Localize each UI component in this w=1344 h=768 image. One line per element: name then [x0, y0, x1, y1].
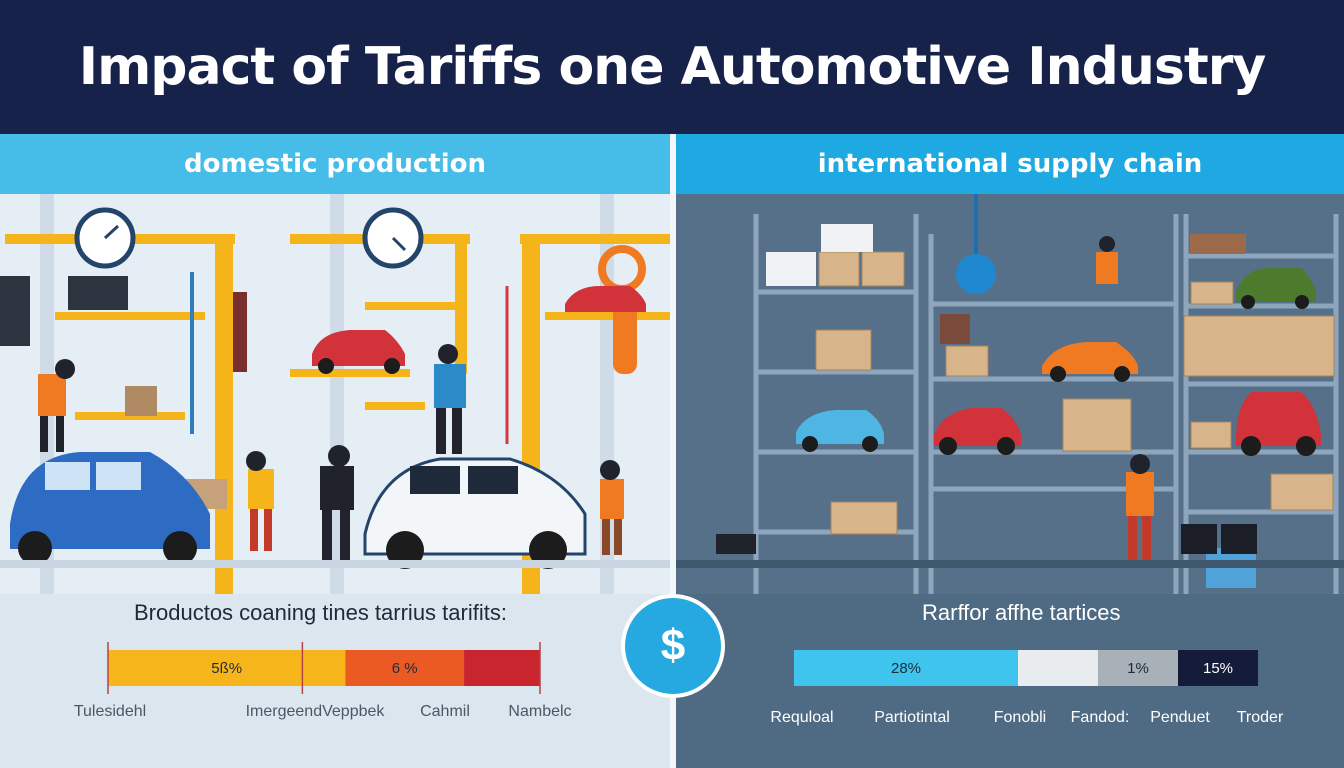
bar-segment-1 — [1018, 650, 1098, 686]
factory-scene-art — [0, 194, 720, 594]
right-chart-title: Rarffor affhe tartices — [922, 600, 1121, 625]
axis-label-0: Tulesidehl — [74, 703, 146, 720]
axis-label-1: Partiotintal — [874, 709, 950, 726]
international-supply-panel: international supply chain — [676, 134, 1344, 768]
left-chart-title: Broductos coaning tines tarrius tarifits… — [134, 600, 507, 625]
factory-illustration — [0, 194, 720, 594]
bar-segment-2 — [464, 650, 540, 686]
left-stacked-bar-chart: 5ß% 6 % Tulesidehl ImergeendVeppbek Cahmil Na… — [74, 642, 572, 720]
bar-segment-label-0: 28% — [891, 660, 921, 677]
dollar-icon: $ — [621, 594, 725, 698]
domestic-production-panel: domestic production — [0, 134, 720, 768]
bar-segment-0 — [794, 650, 1018, 686]
axis-label-1: ImergeendVeppbek — [246, 703, 386, 720]
axis-label-5: Troder — [1237, 709, 1284, 726]
page-title: Impact of Tariffs one Automotive Industr… — [78, 37, 1266, 97]
bar-segment-0 — [108, 650, 346, 686]
bar-segment-1 — [345, 650, 465, 686]
right-stacked-bar-chart: 28% 1% 15% Requloal Partiotintal Fonobli Fando… — [770, 650, 1284, 726]
title-bar: Impact of Tariffs one Automotive Industr… — [0, 0, 1344, 134]
section-heading-domestic: domestic production — [0, 134, 670, 194]
bar-segment-label-1: 6 % — [392, 660, 418, 677]
axis-label-2: Cahmil — [420, 703, 470, 720]
axis-label-4: Penduet — [1150, 709, 1210, 726]
factory-floor — [0, 560, 670, 568]
axis-label-2: Fonobli — [994, 709, 1046, 726]
bar-segment-label-2: 1% — [1127, 660, 1149, 677]
axis-label-3: Fandod: — [1071, 709, 1130, 726]
warehouse-floor — [676, 560, 1344, 568]
warehouse-illustration — [676, 194, 1344, 594]
bar-segment-2 — [1098, 650, 1178, 686]
warehouse-scene-art — [676, 194, 1344, 594]
bar-segment-3 — [1178, 650, 1258, 686]
axis-label-3: Nambelc — [508, 703, 571, 720]
bar-segment-label-3: 15% — [1203, 660, 1233, 677]
section-heading-international: international supply chain — [676, 134, 1344, 194]
axis-label-0: Requloal — [770, 709, 833, 726]
panel-divider — [670, 134, 676, 768]
bar-segment-label-0: 5ß% — [211, 660, 242, 677]
